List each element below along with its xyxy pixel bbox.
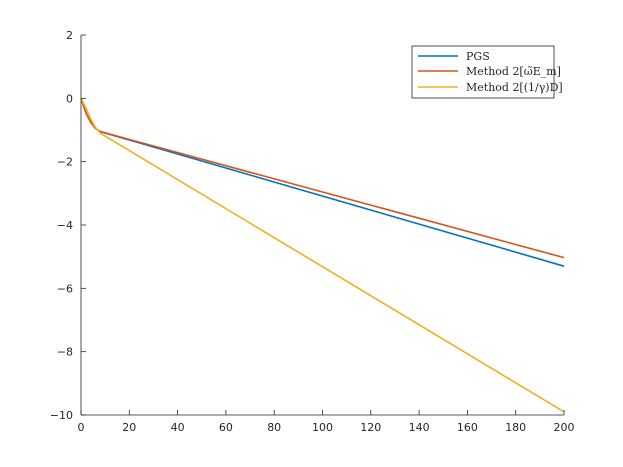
series-line-1: [80, 98, 565, 259]
y-tick-label-5: 0: [66, 92, 73, 105]
y-tick-label-1: −8: [57, 346, 73, 359]
x-tick-label-5: 100: [312, 421, 333, 434]
x-tick-label-8: 160: [457, 421, 478, 434]
x-tick-label-3: 60: [219, 421, 233, 434]
x-tick-label-2: 40: [171, 421, 185, 434]
series-layer: [80, 97, 565, 413]
x-tick-label-6: 120: [360, 421, 381, 434]
legend-label-method2-omega: Method 2[ω̃E_m]: [466, 65, 561, 78]
x-tick-label-4: 80: [267, 421, 281, 434]
x-tick-label-1: 20: [122, 421, 136, 434]
y-tick-label-0: −10: [50, 409, 73, 422]
ticks-layer: 0 20 40 60 80 100 120 140 160 180 200 −10 −8 −6 −4 −2 0 2: [50, 29, 575, 434]
x-tick-label-0: 0: [78, 421, 85, 434]
legend-box: [411, 45, 555, 99]
y-tick-label-3: −4: [57, 219, 73, 232]
y-tick-label-4: −2: [57, 156, 73, 169]
x-tick-label-10: 200: [554, 421, 575, 434]
y-tick-label-6: 2: [66, 29, 73, 42]
y-tick-label-2: −6: [57, 282, 73, 295]
x-tick-label-9: 180: [505, 421, 526, 434]
legend-label-pgs: PGS: [466, 50, 490, 63]
series-line-2: [80, 97, 565, 413]
legend: PGS Method 2[ω̃E_m] Method 2[(1/γ)D]: [411, 45, 563, 99]
legend-label-method2-gamma: Method 2[(1/γ)D]: [466, 81, 563, 94]
x-tick-label-7: 140: [409, 421, 430, 434]
